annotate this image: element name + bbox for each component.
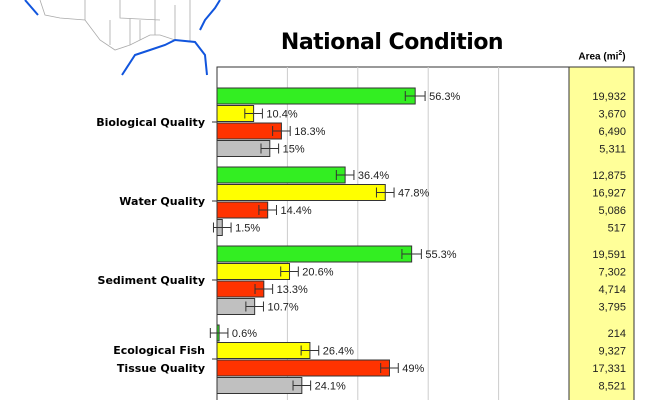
error-bar — [209, 328, 229, 338]
category-label: Tissue Quality — [117, 362, 205, 375]
error-bar — [272, 126, 291, 136]
category-label: Biological Quality — [96, 116, 205, 129]
area-value: 3,795 — [598, 302, 626, 314]
error-bar — [292, 380, 312, 391]
bar — [216, 166, 346, 184]
data-label: 56.3% — [429, 91, 460, 103]
error-bar — [300, 345, 320, 356]
area-value: 17,331 — [592, 363, 626, 375]
data-label: 10.7% — [267, 302, 298, 314]
bar — [216, 184, 386, 201]
area-value: 5,311 — [599, 144, 626, 156]
bar — [216, 122, 282, 140]
error-bar — [380, 363, 399, 373]
error-bar — [401, 249, 422, 259]
data-label: 15% — [283, 144, 305, 156]
area-value: 19,932 — [592, 91, 626, 103]
category-label: Ecological Fish — [113, 344, 205, 357]
area-value: 12,875 — [592, 170, 626, 182]
area-value: 5,086 — [598, 205, 626, 217]
data-label: 49% — [402, 363, 424, 375]
error-bar — [258, 205, 277, 215]
us-southeast-map — [24, 0, 221, 76]
data-label: 1.5% — [235, 223, 260, 235]
chart-title: National Condition — [280, 30, 504, 55]
data-label: 10.4% — [266, 109, 297, 121]
data-label: 24.1% — [315, 381, 346, 393]
data-label: 20.6% — [302, 267, 333, 279]
data-label: 47.8% — [398, 188, 429, 200]
category-label: Sediment Quality — [98, 274, 205, 287]
area-value: 19,591 — [592, 249, 626, 261]
area-value: 4,714 — [598, 284, 626, 296]
data-label: 36.4% — [358, 170, 389, 182]
area-value: 9,327 — [598, 346, 626, 358]
bar — [216, 342, 311, 359]
error-bar — [280, 266, 299, 277]
area-value: 517 — [608, 223, 626, 235]
area-column-header: Area (mi2) — [578, 50, 626, 63]
area-value: 214 — [608, 328, 626, 340]
bar — [216, 87, 416, 105]
data-label: 26.4% — [323, 346, 354, 358]
area-value: 6,490 — [598, 126, 626, 138]
data-label: 55.3% — [425, 249, 456, 261]
bar — [216, 245, 413, 263]
error-bar — [245, 301, 264, 312]
bar — [216, 263, 291, 280]
area-value: 8,521 — [598, 381, 626, 393]
data-label: 0.6% — [232, 328, 257, 340]
error-bar — [244, 108, 263, 119]
data-label: 13.3% — [277, 284, 308, 296]
data-label: 18.3% — [294, 126, 325, 138]
category-label: Water Quality — [119, 195, 205, 208]
error-bar — [260, 143, 280, 154]
bar — [216, 377, 303, 394]
data-label: 14.4% — [280, 205, 311, 217]
error-bar — [254, 284, 274, 294]
area-value: 16,927 — [592, 188, 626, 200]
bar — [216, 359, 390, 377]
error-bar — [375, 187, 395, 198]
error-bar — [335, 170, 355, 180]
error-bar — [212, 222, 232, 233]
area-value: 7,302 — [598, 267, 626, 279]
area-value: 3,670 — [598, 109, 626, 121]
error-bar — [404, 91, 426, 101]
